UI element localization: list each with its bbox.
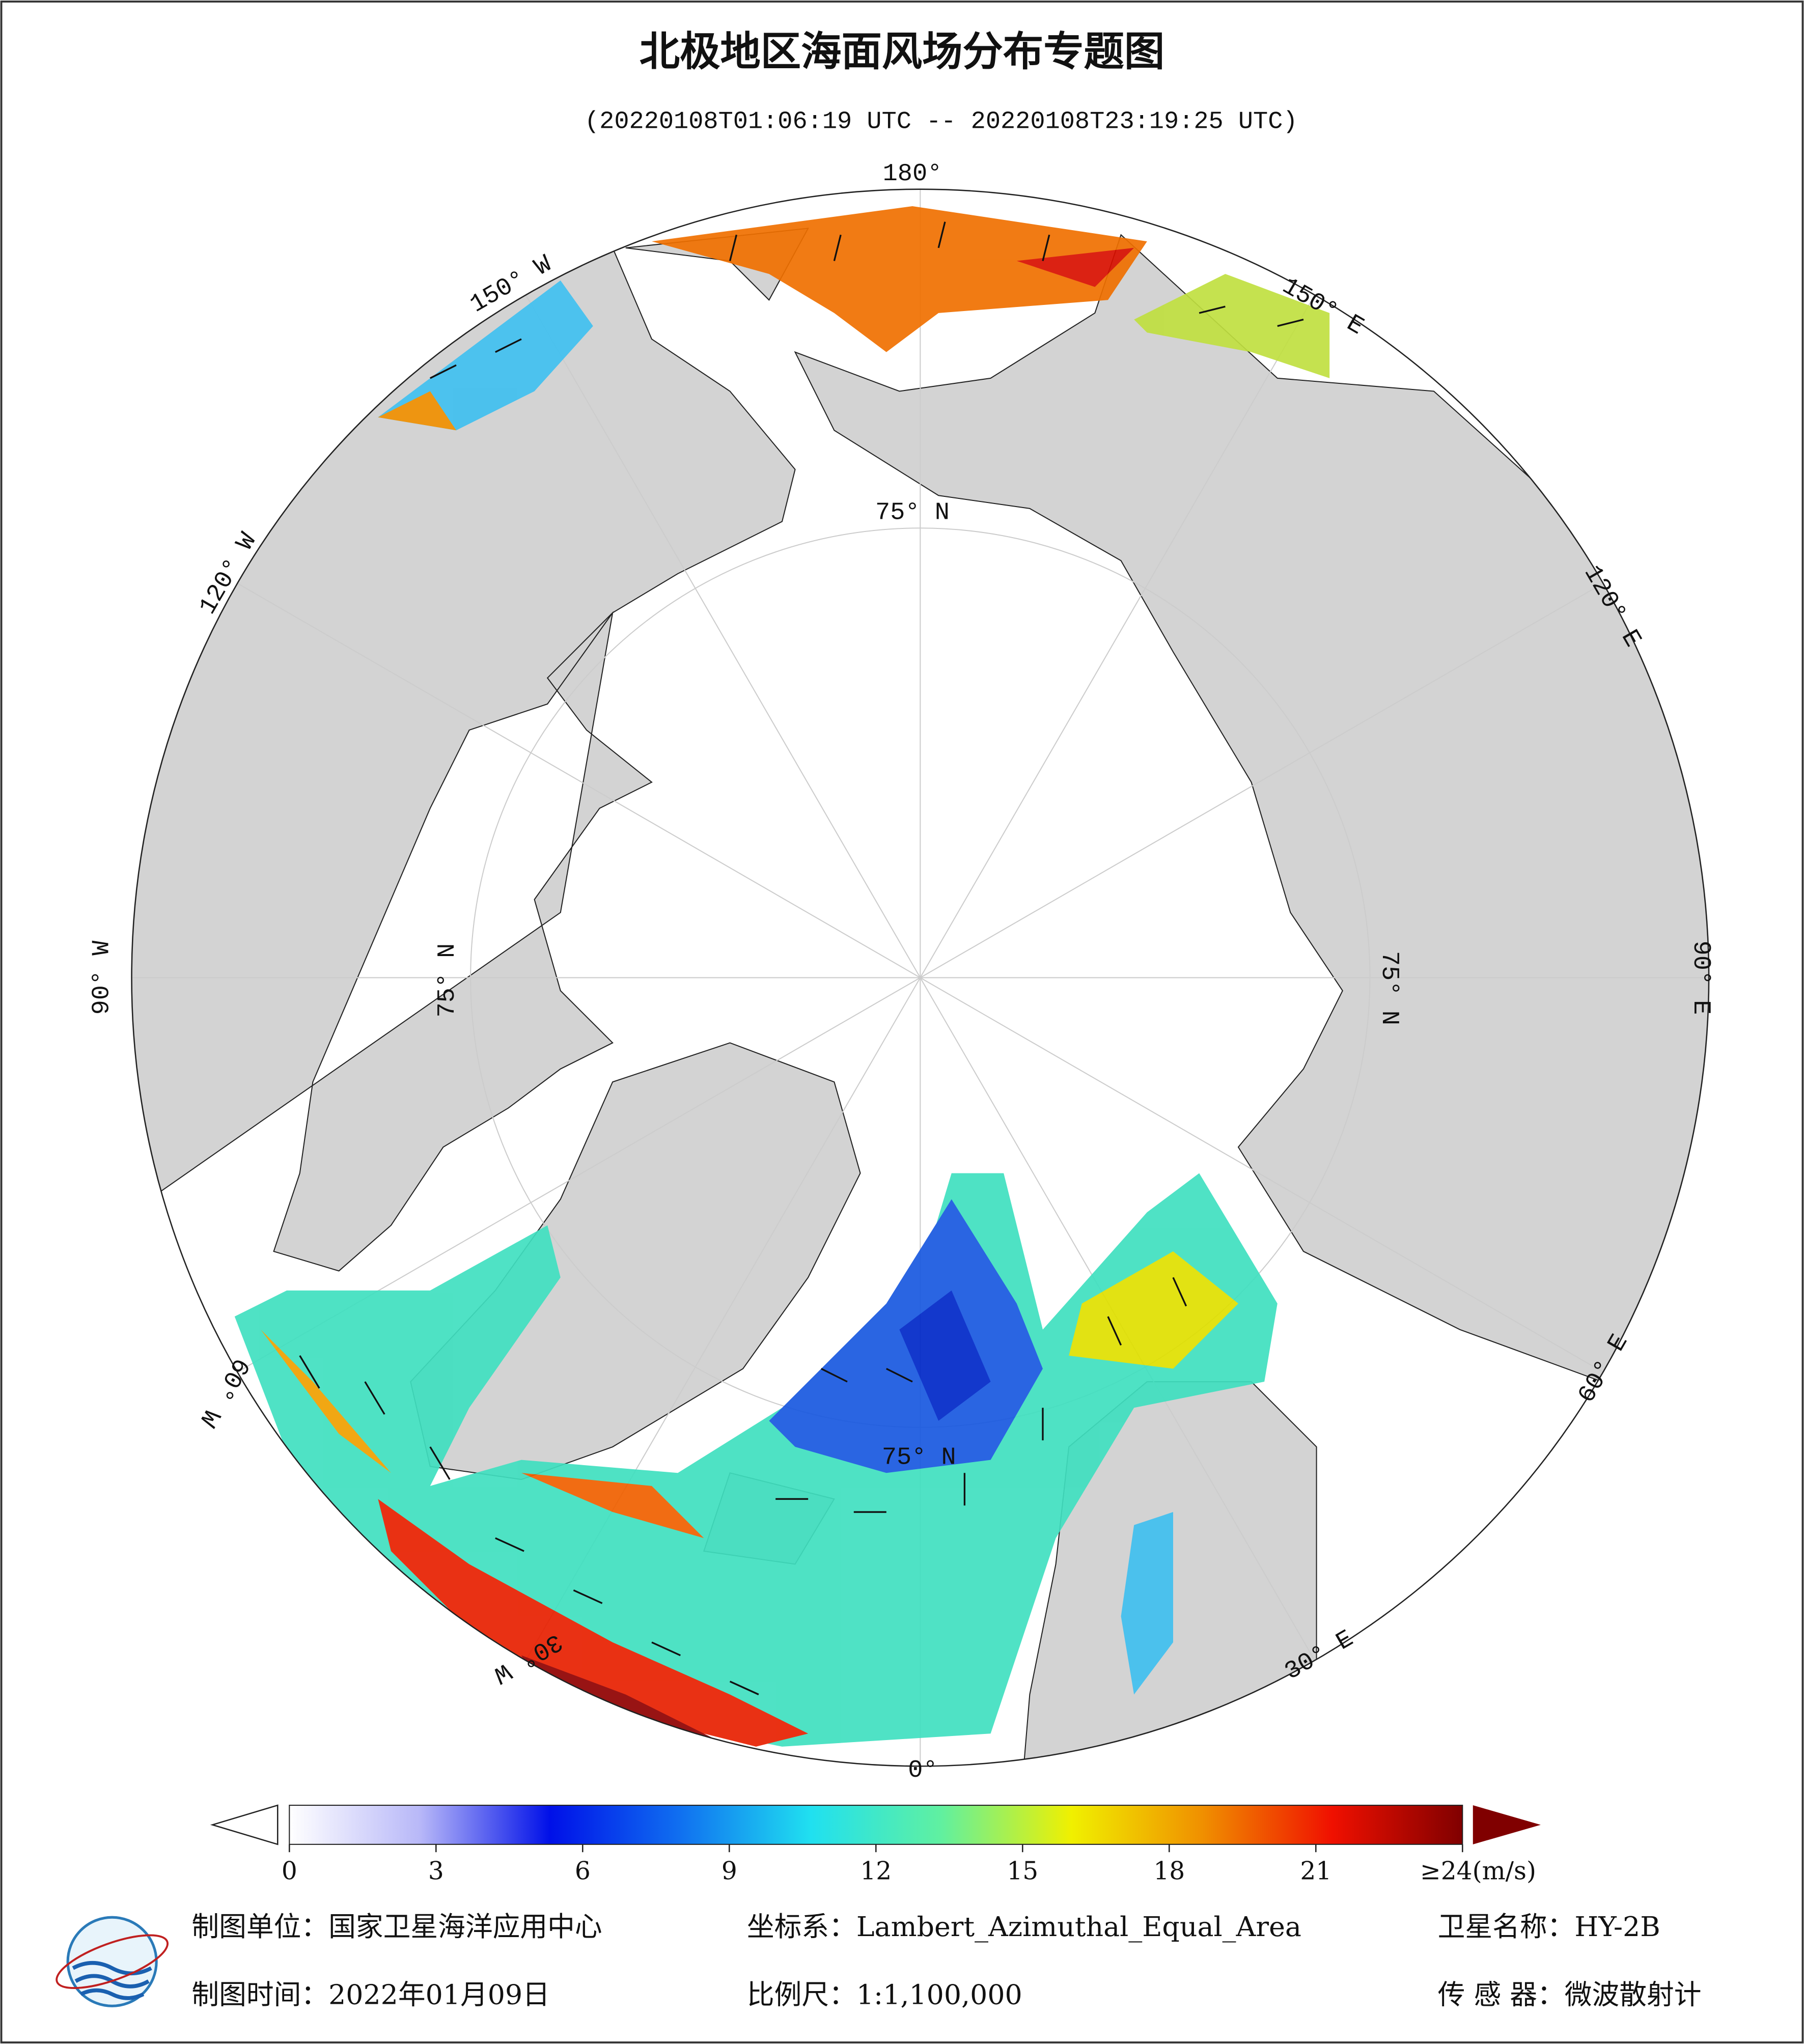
colorbar-tick-label: 21: [1300, 1857, 1331, 1886]
colorbar-tick-label: 9: [721, 1857, 737, 1886]
colorbar-tick-label: 6: [575, 1857, 591, 1886]
footer-satellite: 卫星名称：HY-2B: [1438, 1911, 1660, 1943]
colorbar-tick-label: ≥24(m/s): [1420, 1857, 1536, 1886]
lon-label: 180°: [883, 160, 942, 188]
footer-scale: 比例尺：1:1,100,000: [747, 1978, 1022, 2010]
footer-projection: 坐标系：Lambert_Azimuthal_Equal_Area: [747, 1911, 1301, 1943]
lat-label: 75° N: [1375, 951, 1403, 1025]
logo: [55, 1916, 169, 2007]
colorbar-tick-label: 18: [1153, 1857, 1185, 1886]
lat-label: 75° N: [433, 943, 461, 1018]
latitude-labels: 75° N 75° N 75° N 75° N: [433, 498, 1403, 1471]
lon-label: 90° E: [1687, 941, 1715, 1015]
footer: 制图单位：国家卫星海洋应用中心 坐标系：Lambert_Azimuthal_Eq…: [191, 1911, 1701, 2010]
colorbar-tick-label: 15: [1007, 1857, 1038, 1886]
colorbar-tick-label: 12: [860, 1857, 892, 1886]
map: [131, 189, 1709, 1767]
title: 北极地区海面风场分布专题图: [640, 27, 1164, 75]
wind-arrows: [299, 221, 1304, 1695]
lat-label: 75° N: [875, 498, 950, 526]
colorbar-tick-label: 0: [282, 1857, 297, 1886]
colorbar: 0 3 6 9 12 15 18 21 ≥24(m/s): [210, 1804, 1541, 1886]
colorbar-over: [1473, 1805, 1541, 1844]
map-border: [131, 188, 1710, 1767]
footer-sensor: 传 感 器：微波散射计: [1438, 1978, 1702, 2010]
colorbar-tick-label: 3: [428, 1857, 444, 1886]
subtitle: (20220108T01:06:19 UTC -- 20220108T23:19…: [585, 107, 1298, 135]
colorbar-under: [210, 1804, 279, 1845]
footer-date: 制图时间：2022年01月09日: [191, 1978, 550, 2010]
colorbar-gradient: [289, 1805, 1463, 1845]
lat-label: 75° N: [882, 1443, 956, 1471]
lon-label: 0°: [908, 1756, 937, 1784]
lon-label: 90° W: [88, 940, 116, 1015]
footer-unit: 制图单位：国家卫星海洋应用中心: [191, 1911, 602, 1943]
